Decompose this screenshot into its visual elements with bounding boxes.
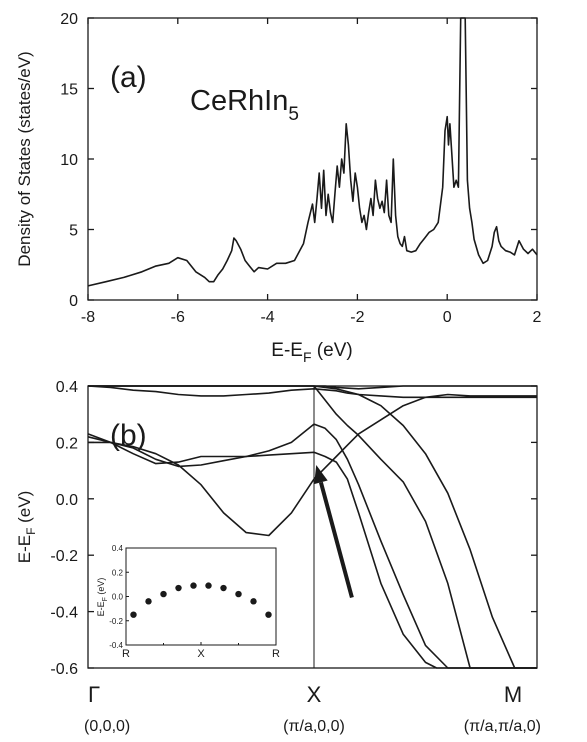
y-tick-label: 15 (60, 82, 78, 99)
high-symmetry-point-label: Γ (88, 682, 100, 707)
inset-y-tick-label: -0.4 (109, 641, 123, 650)
y-tick-label: 0 (69, 293, 78, 310)
y-tick-label: 10 (60, 152, 78, 169)
band-line (88, 393, 537, 537)
arrow-shaft (318, 481, 354, 599)
x-label-sub: F (303, 349, 312, 365)
panel-a-label: (a) (110, 61, 147, 94)
inset-points (130, 582, 272, 618)
x-tick-label: -8 (81, 309, 95, 326)
panel-b-y-axis-label: E-EF (eV) (15, 491, 38, 564)
y-tick-label: -0.6 (50, 661, 78, 678)
band-curves (87, 385, 537, 669)
inset-data-point (175, 584, 182, 592)
x-label-unit: (eV) (312, 340, 353, 361)
band-line (87, 423, 537, 669)
inset-y-label-main: E-E (96, 601, 106, 616)
panel-a-x-axis-label: E-EF (eV) (271, 340, 352, 365)
y-tick-label: -0.4 (50, 605, 78, 622)
inset-tick-labels: -0.4 -0.2 0.0 0.2 0.4 R X R (109, 544, 280, 660)
y-tick-label: 0.2 (56, 435, 78, 452)
dos-curve (87, 17, 538, 287)
inset-data-point (235, 590, 242, 598)
inset-x-tick-label: R (122, 648, 130, 660)
x-tick-label: 0 (443, 309, 452, 326)
high-symmetry-point-label: X (307, 682, 322, 707)
x-tick-label: -4 (260, 309, 274, 326)
panel-b: -0.6 -0.4 -0.2 0.0 0.2 0.4 Γ (0,0,0) X (π/a,0,0) M… (15, 379, 541, 735)
y-tick-label: 0.4 (56, 379, 78, 396)
y-label-sub: F (24, 528, 38, 535)
y-label-main: E-E (15, 535, 34, 563)
panel-b-tick-labels: -0.6 -0.4 -0.2 0.0 0.2 0.4 Γ (0,0,0) X (π/a,0,0) M… (50, 379, 541, 735)
inset-y-tick-label: 0.0 (112, 593, 124, 602)
x-label-main: E-E (271, 340, 303, 361)
inset-data-point (205, 582, 212, 589)
band-line (88, 385, 537, 669)
high-symmetry-point-label: M (504, 682, 522, 707)
band-line (87, 433, 537, 669)
panel-b-frame (87, 385, 538, 669)
arrow-annotation (314, 464, 354, 599)
inset-data-point (130, 611, 137, 618)
inset-data-point (145, 598, 152, 605)
panel-a-frame (87, 17, 538, 301)
band-line (88, 385, 537, 669)
panel-a-ticks (87, 17, 538, 301)
y-tick-label: -0.2 (50, 548, 78, 565)
compound-label: CeRhIn5 (190, 85, 299, 125)
inset-y-tick-label: -0.2 (109, 617, 123, 626)
y-tick-label: 0.0 (56, 492, 78, 509)
inset-y-tick-label: 0.2 (112, 568, 124, 577)
x-tick-label: -2 (350, 309, 364, 326)
inset-y-tick-label: 0.4 (112, 544, 124, 553)
inset-plot: -0.4 -0.2 0.0 0.2 0.4 R X R E-EF (eV) (96, 544, 280, 660)
compound-subscript: 5 (288, 104, 299, 125)
arrow-head (314, 464, 328, 485)
inset-ticks (125, 547, 277, 646)
band-line (87, 385, 537, 399)
inset-frame (125, 547, 277, 646)
inset-data-point (265, 611, 272, 618)
y-label-unit: (eV) (15, 491, 34, 528)
panel-a-y-axis-label: Density of States (states/eV) (15, 51, 34, 266)
inset-y-axis-label: E-EF (eV) (96, 578, 109, 617)
inset-x-tick-label: X (197, 648, 205, 660)
compound-name: CeRhIn (190, 85, 288, 117)
high-symmetry-point-coord: (0,0,0) (84, 718, 130, 735)
x-tick-label: -6 (171, 309, 185, 326)
high-symmetry-point-coord: (π/a,π/a,0) (464, 718, 541, 735)
inset-data-point (220, 584, 227, 592)
inset-data-point (160, 590, 167, 598)
y-tick-label: 20 (60, 11, 78, 28)
inset-y-label-unit: (eV) (96, 578, 106, 598)
inset-y-label-sub: F (102, 597, 109, 601)
panel-b-ticks (88, 385, 537, 669)
inset-x-tick-label: R (272, 648, 280, 660)
inset-data-point (190, 582, 197, 589)
high-symmetry-point-coord: (π/a,0,0) (283, 718, 345, 735)
y-tick-label: 5 (69, 223, 78, 240)
x-tick-label: 2 (533, 309, 542, 326)
panel-b-label: (b) (110, 419, 147, 452)
inset-data-point (250, 598, 257, 605)
